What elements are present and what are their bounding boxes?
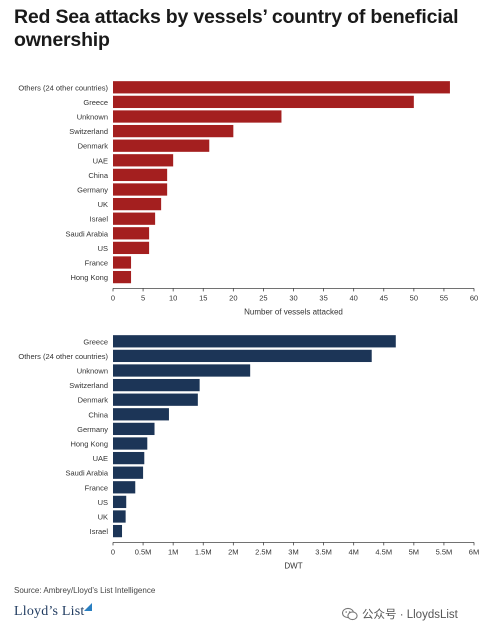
x-tick-label: 3.5M [315, 547, 332, 556]
x-axis-label: DWT [284, 561, 302, 570]
bar [113, 270, 132, 284]
bar [113, 481, 136, 494]
bar [113, 212, 156, 225]
category-label: Greece [83, 337, 108, 346]
x-tick-label: 30 [289, 293, 297, 302]
watermark-text: 公众号 · LloydsList [362, 609, 458, 621]
x-tick-label: 3M [288, 547, 298, 556]
category-label: US [98, 244, 108, 253]
category-label: Hong Kong [70, 273, 108, 282]
category-label: Unknown [77, 113, 108, 122]
bar [113, 510, 126, 523]
bar [113, 81, 450, 94]
bar [113, 241, 150, 255]
bar [113, 168, 168, 182]
x-tick-label: 5M [409, 547, 419, 556]
bar [113, 364, 251, 377]
bar [113, 451, 145, 465]
bar [113, 349, 372, 363]
category-label: UAE [93, 156, 108, 165]
category-label: UAE [93, 454, 108, 463]
x-tick-label: 5.5M [436, 547, 453, 556]
bar [113, 124, 234, 138]
bar [113, 466, 144, 479]
x-tick-label: 55 [440, 293, 448, 302]
x-tick-label: 50 [410, 293, 418, 302]
bar [113, 154, 174, 167]
x-tick-label: 20 [229, 293, 237, 302]
x-tick-label: 2M [228, 547, 238, 556]
x-tick-label: 5 [141, 293, 145, 302]
wechat-icon [342, 607, 358, 621]
dwt-bar-chart: Greece Others (24 other countries) Unknown… [18, 335, 479, 570]
bar [113, 139, 210, 152]
category-label: Others (24 other countries) [18, 352, 108, 361]
x-tick-label: 2.5M [255, 547, 272, 556]
category-label: Others (24 other countries) [18, 83, 108, 92]
category-label: UK [98, 513, 108, 522]
bar [113, 110, 282, 123]
x-tick-label: 0.5M [135, 547, 152, 556]
x-tick-label: 4.5M [375, 547, 392, 556]
bar [113, 408, 169, 421]
x-tick-label: 4M [348, 547, 358, 556]
x-axis-label: Number of vessels attacked [244, 307, 343, 316]
x-tick-label: 60 [470, 293, 478, 302]
x-tick-label: 15 [199, 293, 207, 302]
bar [113, 197, 162, 211]
bar [113, 437, 148, 450]
category-label: US [98, 498, 108, 507]
category-label: Denmark [78, 396, 109, 405]
category-label: Denmark [78, 142, 109, 151]
category-label: Greece [83, 98, 108, 107]
bar [113, 335, 396, 348]
bar [113, 422, 155, 436]
bar [113, 256, 132, 269]
wechat-watermark: 公众号 · LloydsList [342, 606, 458, 622]
bar [113, 393, 198, 406]
category-label: France [85, 483, 108, 492]
bar [113, 183, 168, 196]
category-label: Switzerland [69, 381, 108, 390]
chart-title: Red Sea attacks by vessels’ country of b… [14, 6, 459, 51]
category-label: Saudi Arabia [65, 229, 108, 238]
category-label: Germany [77, 425, 108, 434]
category-label: UK [98, 200, 108, 209]
category-label: Unknown [77, 367, 108, 376]
bar [113, 227, 150, 240]
vessels-bar-chart: Others (24 other countries) Greece Unknown… [18, 81, 478, 316]
category-label: Hong Kong [70, 440, 108, 449]
x-tick-label: 0 [111, 547, 115, 556]
category-label: China [88, 410, 108, 419]
x-tick-label: 25 [259, 293, 267, 302]
bar [113, 95, 414, 109]
x-tick-label: 1M [168, 547, 178, 556]
category-label: Germany [77, 186, 108, 195]
category-label: France [85, 259, 108, 268]
category-label: Saudi Arabia [65, 469, 108, 478]
category-label: China [88, 171, 108, 180]
lloyds-list-logo: Lloyd’s List [14, 604, 85, 619]
bar [113, 378, 200, 392]
x-tick-label: 45 [380, 293, 388, 302]
category-label: Israel [90, 527, 109, 536]
category-label: Israel [90, 215, 109, 224]
x-tick-label: 6M [469, 547, 479, 556]
source-note: Source: Ambrey/Lloyd’s List Intelligence [14, 586, 156, 595]
x-tick-label: 0 [111, 293, 115, 302]
logo-mark-icon [84, 603, 92, 611]
x-tick-label: 40 [349, 293, 357, 302]
bar [113, 524, 123, 538]
x-tick-label: 10 [169, 293, 177, 302]
x-tick-label: 35 [319, 293, 327, 302]
bar [113, 495, 127, 509]
x-tick-label: 1.5M [195, 547, 212, 556]
category-label: Switzerland [69, 127, 108, 136]
